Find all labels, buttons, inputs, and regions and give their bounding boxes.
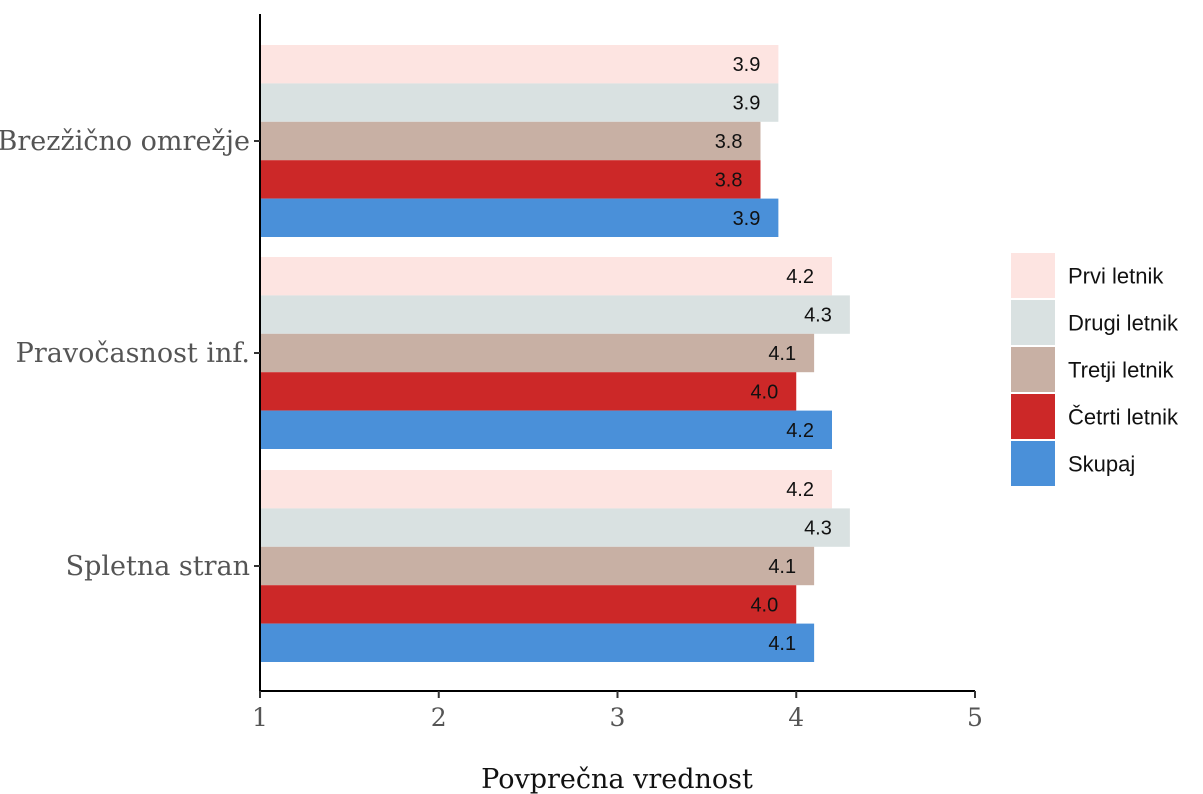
x-tick-label: 2 — [431, 703, 447, 732]
data-label: 4.0 — [750, 594, 778, 616]
x-tick-label: 3 — [610, 703, 626, 732]
data-label: 4.3 — [804, 518, 832, 540]
legend-label: Drugi letnik — [1068, 311, 1179, 336]
data-label: 3.9 — [733, 208, 761, 230]
bar — [261, 410, 832, 449]
data-label: 4.1 — [768, 343, 796, 365]
data-label: 4.3 — [804, 305, 832, 327]
legend-key — [1011, 441, 1055, 486]
bar — [261, 45, 779, 84]
bar — [261, 160, 761, 199]
x-axis-ticks: 1 2 3 4 5 — [252, 691, 983, 732]
bars-group — [261, 45, 850, 662]
bar — [261, 508, 850, 547]
bar — [261, 546, 815, 586]
data-label: 3.8 — [715, 169, 743, 191]
y-tick-label: Pravočasnost inf. — [16, 338, 250, 369]
data-label: 4.1 — [768, 633, 796, 655]
data-label: 4.0 — [750, 381, 778, 403]
x-axis-title: Povprečna vrednost — [481, 764, 753, 794]
x-tick-label: 4 — [788, 703, 804, 732]
data-label: 3.8 — [715, 131, 743, 153]
bar — [261, 83, 779, 122]
bar — [261, 333, 815, 373]
bar — [261, 295, 850, 334]
bar — [261, 198, 779, 237]
bar — [261, 121, 761, 161]
data-label: 4.2 — [786, 479, 814, 501]
data-label: 4.1 — [768, 556, 796, 578]
data-label: 3.9 — [733, 93, 761, 115]
legend-label: Prvi letnik — [1068, 264, 1164, 289]
y-axis-ticks: Brezžično omrežje Pravočasnost inf. Spletn… — [0, 126, 260, 582]
bar — [261, 372, 797, 411]
legend-key — [1011, 253, 1055, 298]
data-label: 4.2 — [786, 420, 814, 442]
legend-key — [1011, 300, 1055, 345]
x-tick-label: 5 — [967, 703, 983, 732]
legend-label: Tretji letnik — [1068, 358, 1175, 383]
bar-labels-group: 3.9 3.9 3.8 3.8 3.9 4.2 4.3 4.1 4.0 4.2 4.2 4.3 4.1 4… — [715, 54, 832, 655]
legend-label: Skupaj — [1068, 452, 1135, 477]
bar — [261, 257, 832, 296]
y-tick-label: Brezžično omrežje — [0, 126, 250, 157]
legend-label: Četrti letnik — [1068, 405, 1179, 430]
legend-key — [1011, 347, 1055, 392]
legend: Prvi letnik Drugi letnik Tretji letnik Četr… — [1011, 253, 1179, 486]
bar — [261, 470, 832, 509]
legend-key — [1011, 394, 1055, 439]
bar — [261, 623, 815, 662]
data-label: 4.2 — [786, 266, 814, 288]
data-label: 3.9 — [733, 54, 761, 76]
y-tick-label: Spletna stran — [66, 551, 250, 582]
x-tick-label: 1 — [252, 703, 268, 732]
bar — [261, 585, 797, 624]
